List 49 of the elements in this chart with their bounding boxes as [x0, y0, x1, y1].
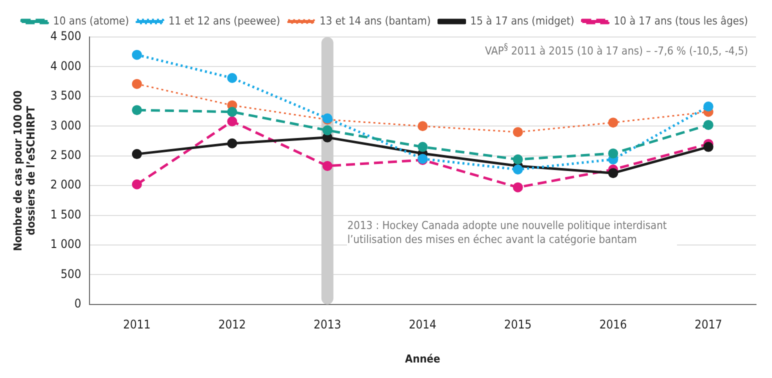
x-tick-label: 2012: [218, 318, 246, 332]
point: [132, 50, 142, 60]
legend-label: 10 ans (atome): [53, 14, 130, 28]
point: [608, 168, 618, 178]
y-tick-label: 2 500: [50, 148, 82, 162]
point: [227, 106, 238, 117]
annotation: VAP$^{§}$ 2011 à 2015 (10 à 17 ans) – -7,6 % (-10,5, -4,5): [485, 41, 748, 59]
x-tick-label: 2011: [123, 318, 151, 332]
y-tick-label: 500: [60, 266, 82, 281]
point: [703, 102, 714, 112]
y-tick-label: 1 000: [50, 237, 82, 252]
point: [132, 179, 142, 190]
legend-label: 11 et 12 ans (peewee): [168, 14, 280, 28]
legend-label: 10 à 17 ans (tous les âges): [614, 14, 748, 28]
y-tick-label: 3 500: [50, 88, 82, 103]
point: [322, 125, 332, 136]
x-axis-title: Année: [405, 352, 441, 366]
point: [608, 118, 618, 128]
legend-label: 15 à 17 ans (midget): [470, 14, 574, 28]
point: [227, 138, 238, 148]
point: [227, 73, 238, 83]
y-tick-label: 4 500: [50, 29, 82, 44]
x-tick-label: 2013: [314, 318, 342, 332]
point: [512, 154, 523, 164]
point: [132, 149, 142, 160]
point: [703, 142, 714, 152]
point: [703, 120, 714, 130]
y-axis-title: Nombre de cas pour 100 000 dossiers de l’eSCHIRPT: [11, 90, 38, 252]
x-tick-label: 2015: [504, 318, 532, 332]
y-tick-label: 0: [74, 296, 82, 311]
point: [418, 121, 428, 132]
point: [132, 78, 142, 89]
x-tick-label: 2014: [408, 318, 437, 332]
point: [608, 148, 618, 158]
x-tick-label: 2017: [694, 318, 722, 332]
y-tick-label: 3 000: [50, 118, 82, 132]
point: [512, 127, 523, 138]
point: [512, 164, 523, 175]
y-tick-label: 4 000: [50, 58, 82, 73]
point: [418, 142, 428, 152]
annotation: 2013 : Hockey Canada adopte une nouvelle politique interdisant l’utilisation des mises en échec avant la catégorie bantam: [347, 218, 678, 247]
point: [512, 182, 523, 192]
y-tick-label: 1 500: [50, 207, 82, 222]
legend-label: 13 et 14 ans (bantam): [320, 14, 431, 28]
point: [227, 116, 238, 126]
x-tick-label: 2016: [599, 318, 627, 332]
point: [322, 160, 332, 171]
y-tick-label: 2 000: [50, 178, 82, 192]
point: [132, 105, 142, 116]
